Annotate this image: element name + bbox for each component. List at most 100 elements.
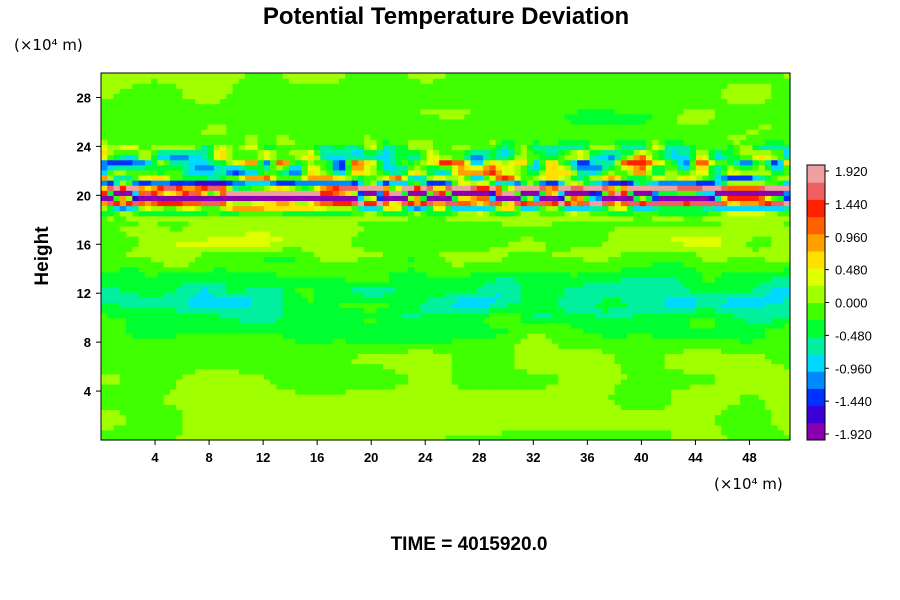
heatmap-cell — [151, 322, 158, 329]
heatmap-cell — [577, 348, 584, 354]
heatmap-cell — [764, 343, 772, 349]
heatmap-cell — [270, 327, 277, 334]
heatmap-cell — [101, 276, 108, 283]
heatmap-cell — [414, 317, 422, 324]
heatmap-cell — [376, 256, 384, 263]
heatmap-cell — [577, 332, 584, 339]
heatmap-cell — [245, 236, 252, 242]
heatmap-cell — [176, 424, 184, 431]
heatmap-cell — [583, 343, 591, 349]
heatmap-cell — [282, 378, 290, 385]
heatmap-cell — [514, 394, 522, 400]
heatmap-cell — [420, 419, 428, 426]
heatmap-cell — [389, 276, 396, 283]
heatmap-cell — [639, 302, 647, 309]
heatmap-cell — [232, 343, 240, 349]
heatmap-cell — [777, 256, 785, 263]
heatmap-cell — [439, 246, 447, 253]
heatmap-cell — [589, 215, 597, 222]
heatmap-cell — [176, 292, 184, 298]
heatmap-cell — [514, 358, 522, 365]
heatmap-cell — [213, 210, 221, 217]
heatmap-cell — [702, 256, 710, 263]
heatmap-cell — [489, 378, 497, 385]
heatmap-cell — [138, 368, 146, 375]
heatmap-cell — [332, 281, 340, 288]
heatmap-cell — [276, 332, 284, 339]
heatmap-cell — [508, 292, 515, 298]
heatmap-cell — [339, 271, 346, 278]
heatmap-cell — [238, 251, 246, 258]
heatmap-cell — [351, 231, 359, 237]
heatmap-cell — [188, 251, 196, 258]
heatmap-cell — [426, 225, 434, 232]
heatmap-cell — [620, 358, 628, 365]
heatmap-cell — [326, 429, 334, 436]
heatmap-cell — [395, 317, 403, 324]
heatmap-cell — [514, 287, 522, 293]
heatmap-cell — [689, 251, 697, 258]
heatmap-cell — [151, 281, 158, 288]
heatmap-cell — [257, 434, 265, 441]
heatmap-cell — [458, 353, 465, 360]
heatmap-cell — [207, 373, 215, 380]
heatmap-cell — [151, 368, 158, 375]
heatmap-cell — [771, 292, 779, 298]
heatmap-cell — [257, 363, 265, 370]
heatmap-cell — [570, 261, 578, 268]
heatmap-cell — [658, 399, 666, 405]
heatmap-cell — [645, 292, 653, 298]
heatmap-cell — [414, 312, 422, 319]
heatmap-cell — [263, 348, 271, 354]
heatmap-cell — [514, 322, 522, 329]
heatmap-cell — [508, 358, 515, 365]
heatmap-cell — [683, 220, 691, 227]
heatmap-cell — [119, 312, 127, 319]
heatmap-cell — [645, 378, 653, 385]
heatmap-cell — [288, 358, 296, 365]
heatmap-cell — [401, 409, 409, 416]
heatmap-cell — [683, 429, 691, 436]
heatmap-cell — [746, 373, 754, 380]
heatmap-cell — [589, 363, 597, 370]
heatmap-cell — [501, 281, 509, 288]
heatmap-cell — [432, 419, 440, 426]
heatmap-cell — [188, 287, 196, 293]
heatmap-cell — [151, 332, 158, 339]
heatmap-cell — [664, 378, 672, 385]
heatmap-cell — [194, 276, 202, 283]
heatmap-cell — [470, 424, 478, 431]
heatmap-cell — [664, 363, 672, 370]
heatmap-cell — [138, 302, 146, 309]
heatmap-cell — [263, 414, 271, 421]
heatmap-cell — [339, 338, 346, 344]
heatmap-cell — [420, 409, 428, 416]
heatmap-cell — [232, 368, 240, 375]
heatmap-cell — [301, 409, 309, 416]
heatmap-cell — [783, 220, 791, 227]
heatmap-cell — [526, 414, 534, 421]
heatmap-cell — [351, 404, 359, 411]
heatmap-cell — [514, 338, 522, 344]
heatmap-cell — [157, 419, 165, 426]
heatmap-cell — [608, 287, 616, 293]
heatmap-cell — [614, 399, 622, 405]
heatmap-cell — [288, 317, 296, 324]
heatmap-cell — [783, 225, 791, 232]
heatmap-cell — [364, 399, 371, 405]
heatmap-cell — [539, 271, 547, 278]
heatmap-cell — [364, 343, 371, 349]
heatmap-cell — [464, 220, 472, 227]
heatmap-cell — [113, 261, 121, 268]
heatmap-cell — [420, 394, 428, 400]
heatmap-cell — [332, 399, 340, 405]
heatmap-cell — [238, 231, 246, 237]
heatmap-cell — [382, 322, 390, 329]
heatmap-cell — [602, 241, 609, 247]
heatmap-cell — [564, 256, 572, 263]
heatmap-cell — [307, 276, 315, 283]
heatmap-cell — [407, 389, 415, 395]
heatmap-cell — [257, 236, 265, 242]
heatmap-cell — [345, 332, 353, 339]
heatmap-cell — [733, 368, 741, 375]
